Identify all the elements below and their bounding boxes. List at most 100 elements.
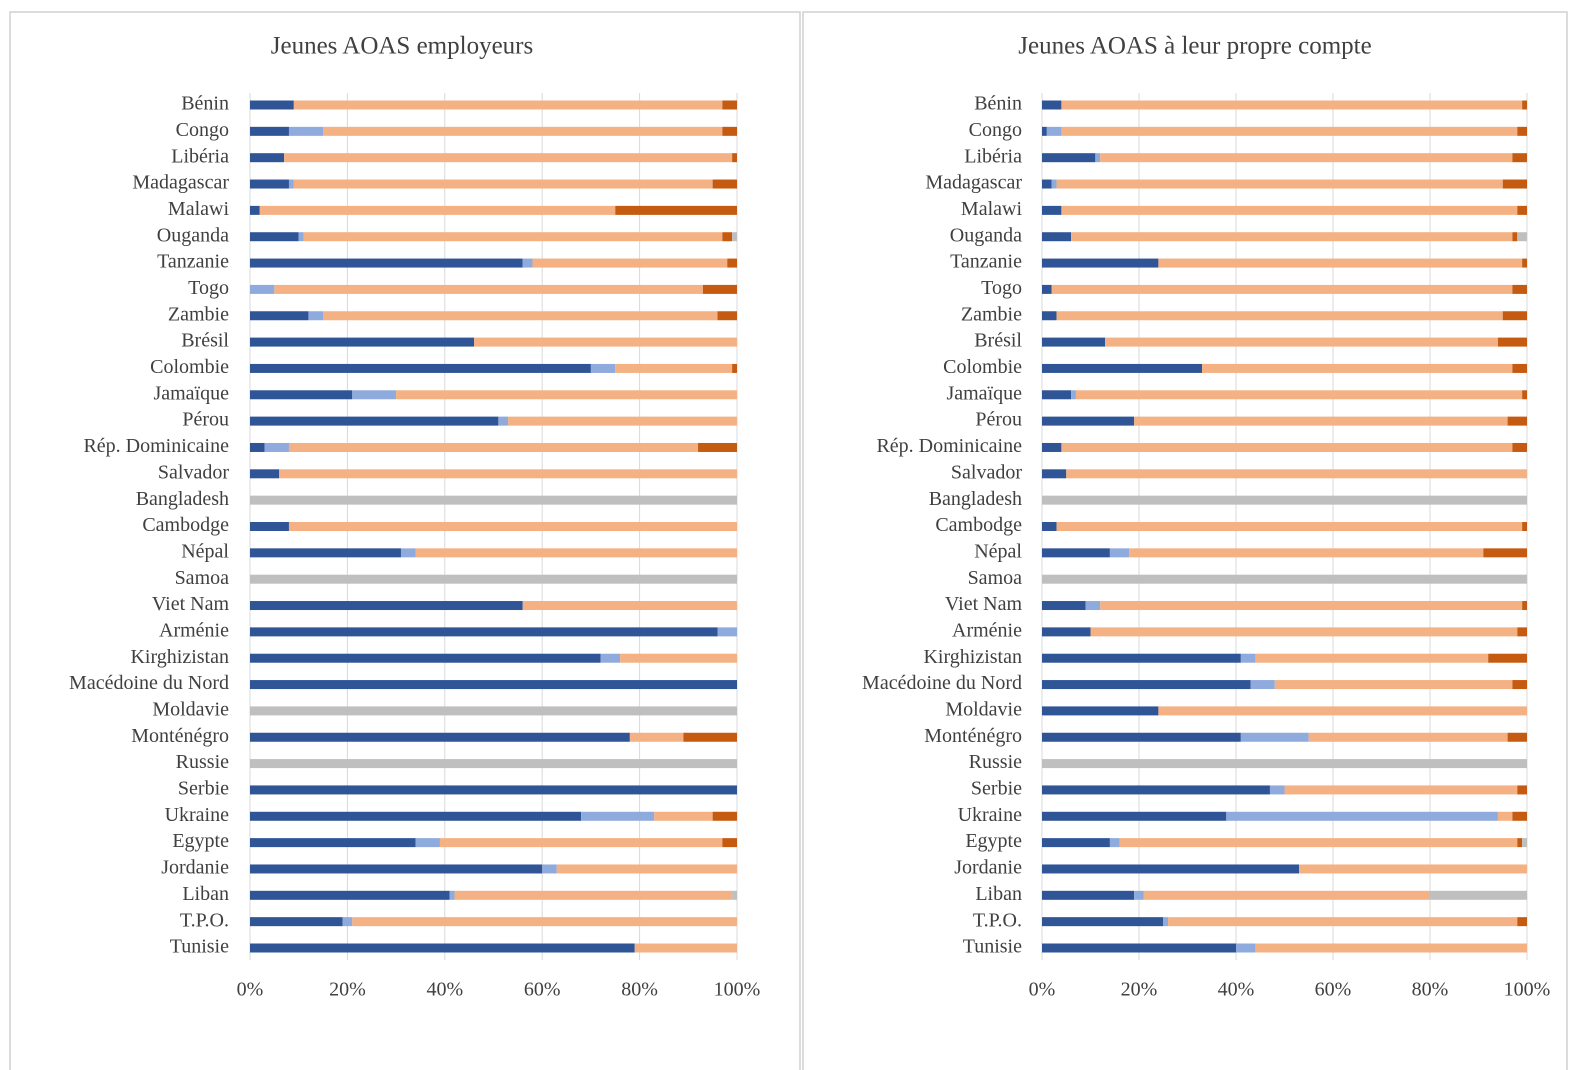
bar-segment xyxy=(600,653,621,663)
y-tick-label: Colombie xyxy=(943,356,1022,378)
bar-segment xyxy=(732,363,737,373)
bar-segment xyxy=(250,232,299,242)
bar-segment xyxy=(1100,601,1523,611)
bar-segment xyxy=(1134,416,1508,426)
bar-segment xyxy=(250,258,523,268)
panel-frame xyxy=(802,11,1568,1070)
bar-segment xyxy=(712,811,737,821)
y-tick-label: Malawi xyxy=(961,198,1023,220)
bar-segment xyxy=(1129,548,1484,558)
bar-segment xyxy=(274,284,703,294)
bar-segment xyxy=(1051,284,1513,294)
bar-segment xyxy=(298,232,304,242)
bar-segment xyxy=(1042,153,1096,163)
bar-segment xyxy=(1308,732,1508,742)
bar-segment xyxy=(590,363,616,373)
bar-segment xyxy=(634,943,737,953)
bar-segment xyxy=(1042,205,1062,215)
bar-segment xyxy=(1269,785,1285,795)
bar-segment xyxy=(1042,706,1159,716)
bar-segment xyxy=(1512,811,1527,821)
y-tick-label: Togo xyxy=(981,277,1022,299)
bar-segment xyxy=(250,311,309,321)
bar-segment xyxy=(1042,100,1062,110)
bar-segment xyxy=(717,311,737,321)
bar-segment xyxy=(717,627,737,637)
bar-segment xyxy=(250,864,543,874)
y-tick-label: Salvador xyxy=(158,461,229,483)
bar-segment xyxy=(698,442,737,452)
bar-segment xyxy=(1512,232,1518,242)
bar-segment xyxy=(1042,601,1086,611)
bar-segment xyxy=(615,205,737,215)
y-tick-label: Samoa xyxy=(968,567,1023,589)
bar-segment xyxy=(1522,100,1527,110)
bar-segment xyxy=(1299,864,1527,874)
bar-segment xyxy=(1522,601,1527,611)
y-tick-label: Malawi xyxy=(168,198,230,220)
bar-segment xyxy=(1042,732,1241,742)
bar-segment xyxy=(1042,390,1072,400)
bar-segment xyxy=(303,232,723,242)
bar-segment xyxy=(250,442,265,452)
y-tick-label: Kirghizistan xyxy=(130,646,229,668)
bar-segment xyxy=(439,838,723,848)
y-tick-label: Bénin xyxy=(181,93,229,115)
bar-segment xyxy=(1061,100,1523,110)
bar-segment xyxy=(1497,337,1527,347)
bar-segment xyxy=(342,917,353,927)
bar-segment xyxy=(1042,574,1527,584)
bar-segment xyxy=(1236,943,1256,953)
bar-segment xyxy=(1522,258,1527,268)
bar-segment xyxy=(1226,811,1498,821)
bar-segment xyxy=(1109,838,1120,848)
y-tick-label: Madagascar xyxy=(925,172,1022,194)
y-tick-label: Jordanie xyxy=(954,857,1022,879)
bar-segment xyxy=(1250,680,1275,690)
chart-title: Jeunes AOAS à leur propre compte xyxy=(1018,33,1371,60)
bar-segment xyxy=(1119,838,1518,848)
y-tick-label: Jamaïque xyxy=(946,382,1022,404)
bar-segment xyxy=(1042,442,1062,452)
y-tick-label: Tunisie xyxy=(170,936,229,958)
y-tick-label: Viet Nam xyxy=(152,593,230,615)
bar-segment xyxy=(1061,442,1513,452)
y-tick-label: Serbie xyxy=(971,778,1022,800)
y-tick-label: Russie xyxy=(176,751,229,773)
bar-segment xyxy=(415,548,737,558)
bar-segment xyxy=(727,258,737,268)
bar-segment xyxy=(323,311,718,321)
bar-segment xyxy=(1502,179,1527,189)
bar-segment xyxy=(250,416,499,426)
panel-frame xyxy=(9,11,801,1070)
bar-segment xyxy=(1105,337,1498,347)
bar-segment xyxy=(702,284,737,294)
bar-segment xyxy=(1042,627,1091,637)
bar-segment xyxy=(250,759,737,769)
bar-segment xyxy=(250,205,260,215)
bar-segment xyxy=(1042,811,1227,821)
y-tick-label: Ukraine xyxy=(958,804,1023,826)
bar-segment xyxy=(323,126,723,136)
bar-segment xyxy=(1042,337,1106,347)
y-tick-label: Tanzanie xyxy=(157,251,229,273)
bar-segment xyxy=(352,390,397,400)
bar-segment xyxy=(1061,205,1518,215)
bar-segment xyxy=(1042,232,1072,242)
bar-segment xyxy=(1042,943,1236,953)
y-tick-label: Pérou xyxy=(975,409,1022,431)
bar-segment xyxy=(1042,179,1052,189)
y-tick-label: Egypte xyxy=(172,830,229,852)
bar-segment xyxy=(1042,469,1067,479)
bar-segment xyxy=(1090,627,1518,637)
chart-title: Jeunes AOAS employeurs xyxy=(271,33,533,60)
bar-segment xyxy=(1095,153,1101,163)
y-tick-label: Ukraine xyxy=(165,804,230,826)
y-tick-label: Jamaïque xyxy=(153,382,229,404)
bar-segment xyxy=(522,258,533,268)
bar-segment xyxy=(1517,785,1527,795)
bar-segment xyxy=(1042,785,1270,795)
bar-segment xyxy=(352,917,737,927)
bar-segment xyxy=(1168,917,1518,927)
